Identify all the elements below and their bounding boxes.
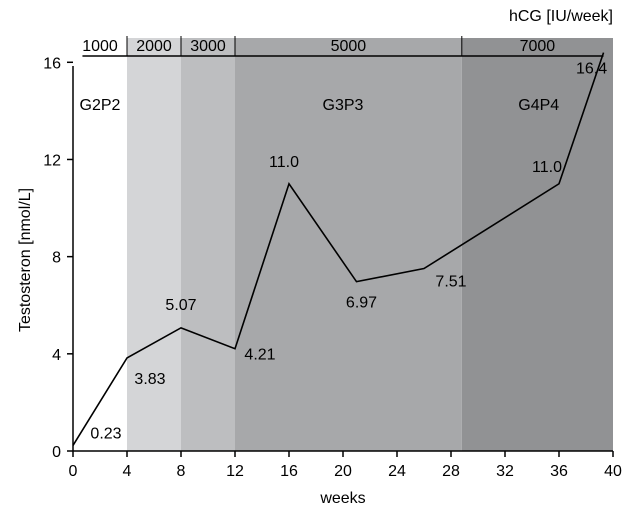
x-tick-label-20: 20 — [334, 463, 352, 480]
x-tick-label-8: 8 — [177, 463, 186, 480]
data-label-8: 16.4 — [576, 61, 607, 78]
y-axis-title: Testosteron [nmol/L] — [17, 188, 34, 332]
x-tick-label-12: 12 — [226, 463, 244, 480]
hcg-band-label-2: 3000 — [190, 38, 226, 55]
y-tick-label-16: 16 — [43, 55, 61, 72]
x-tick-label-16: 16 — [280, 463, 298, 480]
data-label-2: 5.07 — [165, 297, 196, 314]
hcg-band-label-0: 1000 — [82, 38, 118, 55]
x-tick-label-32: 32 — [496, 463, 514, 480]
data-label-5: 6.97 — [346, 295, 377, 312]
hcg-band-1 — [127, 38, 181, 451]
testosterone-line — [72, 52, 605, 446]
phase-label-g2p2: G2P2 — [80, 97, 121, 114]
hcg-band-2 — [181, 38, 235, 451]
x-tick-label-0: 0 — [69, 463, 78, 480]
data-label-1: 3.83 — [134, 371, 165, 388]
hcg-band-label-3: 5000 — [331, 38, 367, 55]
y-tick-label-12: 12 — [43, 152, 61, 169]
x-tick-label-28: 28 — [442, 463, 460, 480]
x-axis-title: weeks — [319, 490, 365, 507]
data-label-6: 7.51 — [435, 274, 466, 291]
hcg-band-labels: 1000 2000 3000 5000 7000 — [82, 36, 555, 56]
hcg-band-label-4: 7000 — [520, 38, 556, 55]
x-tick-label-36: 36 — [550, 463, 568, 480]
phase-labels: G2P2 G3P3 G4P4 — [80, 97, 560, 114]
testosterone-series — [72, 52, 605, 446]
data-labels: 0.23 3.83 5.07 4.21 11.0 6.97 7.51 11.0 16.4 — [90, 61, 607, 443]
hcg-band-3 — [235, 38, 462, 451]
hcg-band-label-1: 2000 — [136, 38, 172, 55]
y-tick-label-4: 4 — [52, 347, 61, 364]
x-tick-label-40: 40 — [604, 463, 622, 480]
hcg-axis-label: hCG [IU/week] — [509, 8, 613, 25]
y-tick-label-8: 8 — [52, 250, 61, 267]
data-label-7: 11.0 — [532, 159, 562, 176]
hcg-bands — [73, 38, 613, 451]
phase-label-g3p3: G3P3 — [323, 97, 364, 114]
hcg-band-4 — [461, 38, 613, 451]
data-label-0: 0.23 — [90, 425, 121, 442]
hcg-band-0 — [73, 38, 127, 451]
x-tick-label-24: 24 — [388, 463, 406, 480]
phase-label-g4p4: G4P4 — [518, 97, 559, 114]
x-tick-label-4: 4 — [123, 463, 132, 480]
axes: 0 4 8 12 16 20 24 28 32 36 40 0 4 8 12 16 — [43, 55, 622, 480]
data-label-4: 11.0 — [269, 154, 299, 171]
data-label-3: 4.21 — [244, 347, 275, 364]
y-tick-label-0: 0 — [52, 444, 61, 461]
